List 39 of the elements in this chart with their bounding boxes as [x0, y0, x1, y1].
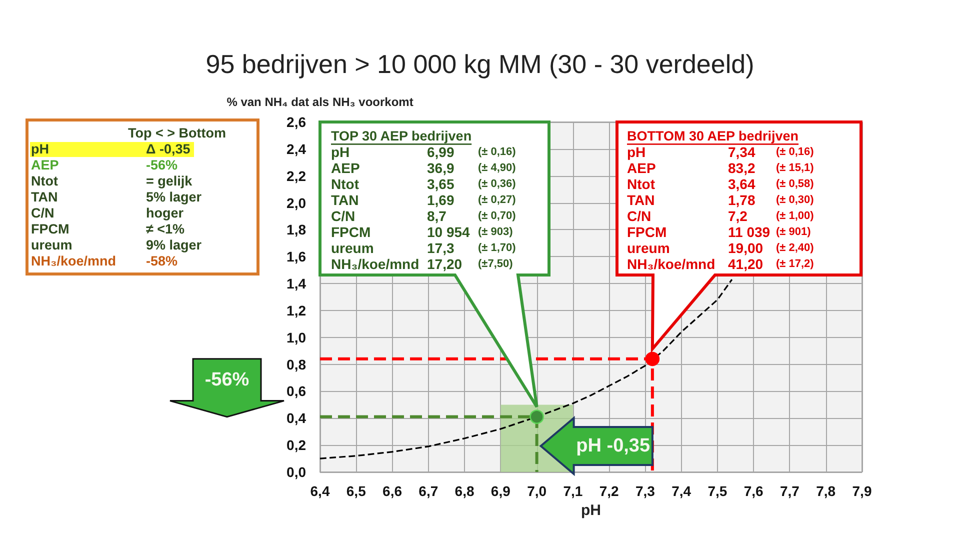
x-tick-label: 7,5: [708, 483, 728, 499]
x-tick-label: 7,4: [672, 483, 692, 499]
y-tick-label: 0,6: [286, 383, 306, 400]
x-tick-label: 6,4: [310, 483, 330, 499]
line-series: [319, 278, 733, 460]
x-tick-label: 6,9: [490, 483, 511, 499]
x-tick-label: 7,7: [780, 483, 800, 499]
y-tick-label: 0,2: [286, 437, 306, 454]
text: -56%: [204, 369, 250, 390]
text: Top < > Bottom pH Δ -0,35 AEP -56% Ntot = gelijk TAN 5% lager C/N hoger FPCM ≠ <1% ureum 9% lager NH₃/koe/mnd -58%: [31, 126, 226, 268]
x-tick-label: 7,0: [527, 483, 547, 499]
y-tick-label: 2,4: [286, 140, 306, 157]
text: TOP 30 AEP bedrijven pH 6,99 (± 0,16) AEP 36,9 (± 4,90) Ntot 3,65 (± 0,36) TAN 1,69 (± 0,27) C/N 8,7 (± 0,70) FPCM 10 954 (± 903) ureum 17,3 (± 1,70) NH₃/koe/mnd 17,20 (±7,50): [331, 128, 516, 272]
y-tick-label: 2,6: [286, 114, 306, 130]
y-tick-label: 2,2: [286, 168, 306, 184]
y-tick-label: 0,8: [286, 356, 306, 372]
y-tick-label: 0,0: [286, 464, 306, 480]
x-tick-label: 7,3: [635, 483, 656, 499]
text: BOTTOM 30 AEP bedrijven pH 7,34 (± 0,16) AEP 83,2 (± 15,1) Ntot 3,64 (± 0,58) TAN 1,78 (± 0,30) C/N 7,2 (± 1,00) FPCM 11 039 (± 901) ureum 19,00 (± 2,40) NH₃/koe/mnd 41,20 (± 17,2): [627, 128, 814, 272]
x-axis-title: pH: [581, 502, 601, 519]
x-tick-label: 6,5: [346, 483, 366, 499]
y-tick-label: 1,2: [286, 302, 306, 318]
x-tick-label: 7,6: [744, 483, 764, 499]
y-tick-label: 1,4: [286, 276, 306, 292]
x-tick-label: 7,9: [852, 483, 872, 499]
x-tick-label: 7,8: [816, 483, 836, 499]
y-tick-label: 0,4: [286, 410, 306, 426]
y-tick-label: 1,8: [286, 222, 306, 238]
y-tick-label: 1,6: [286, 248, 306, 265]
annotation: pH -0,35: [576, 436, 650, 456]
x-tick-label: 7,1: [563, 483, 583, 499]
x-tick-label: 6,6: [382, 483, 402, 499]
y-axis-title: % van NH₄ dat als NH₃ voorkomt: [226, 95, 414, 109]
x-tick-label: 7,2: [599, 483, 620, 499]
y-tick-label: 1,0: [286, 329, 306, 346]
chart-title: 95 bedrijven > 10 000 kg MM (30 - 30 verdeeld): [206, 49, 754, 79]
x-tick-label: 6,7: [418, 483, 438, 499]
y-tick-label: 2,0: [286, 194, 306, 211]
x-tick-label: 6,8: [454, 483, 474, 499]
